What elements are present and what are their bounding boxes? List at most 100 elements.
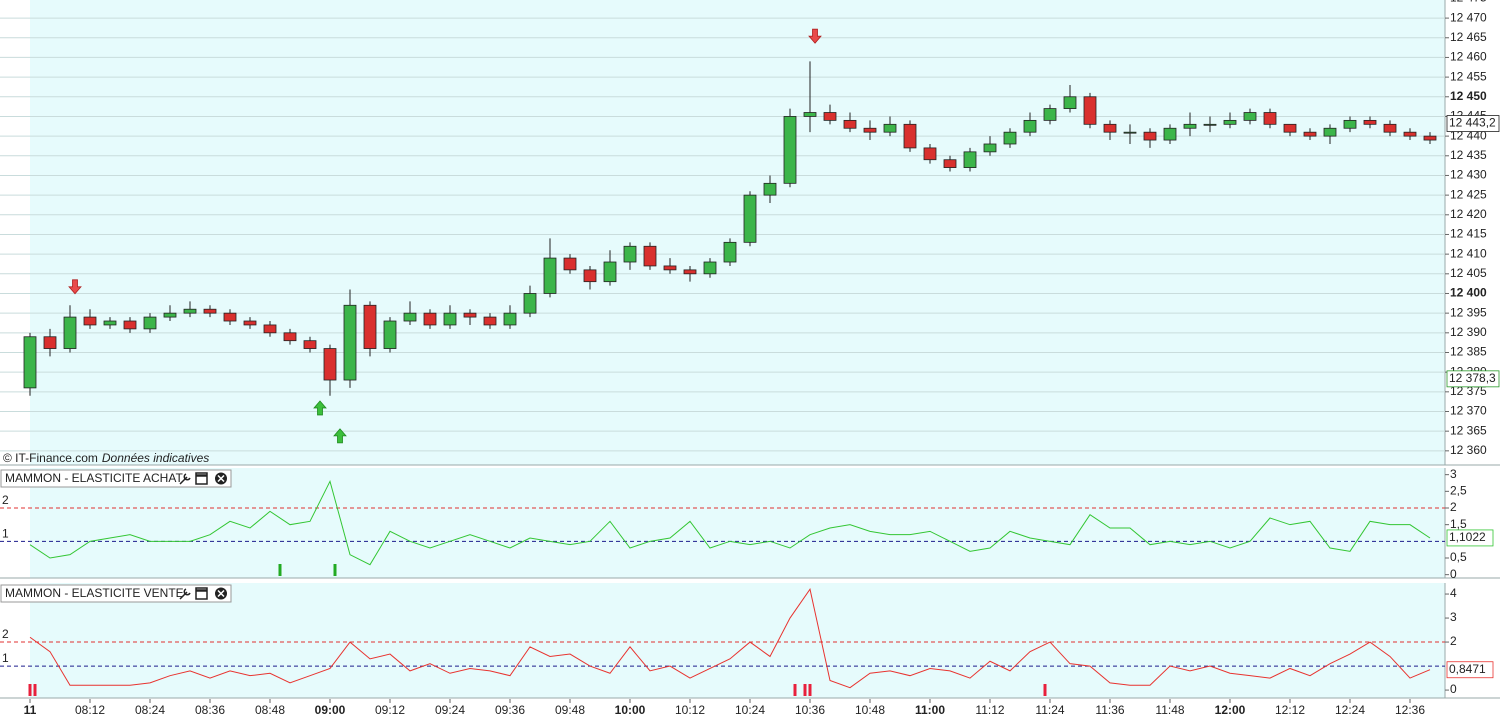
y-tick-label: 2: [1450, 634, 1457, 648]
candle-body: [283, 332, 297, 342]
reference-label: 2: [2, 493, 9, 507]
y-tick-label: 12 460: [1450, 50, 1487, 64]
candle-body: [943, 159, 957, 168]
candle-body: [1123, 131, 1137, 134]
close-icon-cross: [217, 589, 225, 598]
candle-body: [1203, 123, 1217, 126]
x-tick-label: 09:24: [435, 703, 465, 717]
x-tick-label: 11:36: [1095, 703, 1124, 717]
candle-body: [443, 312, 457, 326]
candle-body: [123, 320, 137, 330]
signal-arrow: [313, 400, 327, 416]
candle-body: [503, 312, 517, 326]
candle-body: [743, 194, 757, 243]
candle-body: [783, 116, 797, 184]
y-tick-label: 3: [1450, 610, 1457, 624]
panel-background: [30, 468, 1445, 578]
signal-arrow: [808, 28, 822, 44]
y-tick-label: 12 405: [1450, 266, 1487, 280]
y-tick-label: 12 465: [1450, 30, 1487, 44]
candle-body: [923, 147, 937, 161]
y-tick-label: 12 475: [1450, 0, 1487, 5]
value-tag: 0,8471: [1449, 662, 1486, 676]
candle-body: [1363, 119, 1377, 125]
indicator-line: [29, 588, 1431, 689]
candle-body: [403, 312, 417, 322]
y-tick-label: 12 370: [1450, 404, 1487, 418]
candle-body: [1263, 112, 1277, 125]
y-tick-label: 12 415: [1450, 227, 1487, 241]
indicator-title: MAMMON - ELASTICITE VENTE: [5, 586, 184, 600]
x-tick-label: 11:24: [1035, 703, 1064, 717]
candle-body: [63, 316, 77, 349]
candle-body: [823, 112, 837, 121]
window-icon[interactable]: [195, 587, 208, 600]
watermark-source: © IT-Finance.com: [3, 451, 98, 465]
y-tick-label: 12 365: [1450, 423, 1487, 437]
candle-body: [883, 123, 897, 133]
signal-bar: [278, 564, 282, 576]
candle-body: [563, 257, 577, 271]
y-tick-label: 12 455: [1450, 69, 1487, 83]
candle-body: [1143, 131, 1157, 141]
y-tick-label: 2,5: [1450, 484, 1467, 498]
candle-body: [1423, 135, 1437, 141]
signal-bar: [1043, 684, 1047, 696]
price-tag-box: [1446, 115, 1500, 132]
candle-body: [323, 348, 337, 381]
indicator-header: MAMMON - ELASTICITE ACHAT: [0, 469, 232, 488]
y-tick-label: 0,5: [1450, 550, 1467, 564]
candle-body: [523, 293, 537, 314]
candle-body: [983, 143, 997, 153]
signal-bar: [803, 684, 807, 696]
signal-bar: [793, 684, 797, 696]
candle-body: [483, 316, 497, 326]
price-tag: 12 378,3: [1449, 371, 1496, 385]
x-tick-label: 10:24: [735, 703, 765, 717]
candle-body: [683, 269, 697, 275]
signal-arrow: [68, 279, 82, 295]
x-tick-label: 11:12: [975, 703, 1004, 717]
candle-body: [103, 320, 117, 326]
candle-body: [1023, 119, 1037, 133]
y-tick-label: 12 425: [1450, 187, 1487, 201]
value-tag-box: [1446, 661, 1494, 679]
candle-body: [243, 320, 257, 326]
settings-icon[interactable]: [179, 473, 191, 485]
settings-icon[interactable]: [179, 588, 191, 600]
candle-body: [1343, 119, 1357, 129]
y-tick-label: 1,5: [1450, 517, 1467, 531]
candle-body: [703, 261, 717, 275]
x-tick-label: 11:48: [1155, 703, 1184, 717]
candle-body: [143, 316, 157, 330]
panel-background: [30, 583, 1445, 698]
y-tick-label: 12 410: [1450, 246, 1487, 260]
candle-body: [1403, 131, 1417, 137]
header-box: [0, 584, 232, 603]
watermark: © IT-Finance.com Données indicatives: [3, 451, 209, 465]
signal-bar: [28, 684, 32, 696]
candle-body: [223, 312, 237, 322]
window-icon[interactable]: [195, 472, 208, 485]
y-tick-label: 12 450: [1450, 89, 1487, 103]
candle-body: [83, 316, 97, 326]
y-tick-label: 0: [1450, 682, 1457, 696]
close-icon-cross: [217, 474, 225, 483]
candle-body: [1223, 119, 1237, 125]
y-tick-label: 12 360: [1450, 443, 1487, 457]
candle-body: [623, 245, 637, 263]
candle-body: [1283, 123, 1297, 133]
signal-bar: [808, 684, 812, 696]
x-tick-label: 08:36: [195, 703, 225, 717]
candle-body: [763, 182, 777, 196]
candle-body: [963, 151, 977, 168]
x-tick-label: 10:36: [795, 703, 825, 717]
candle-body: [1383, 123, 1397, 133]
candle-body: [863, 127, 877, 133]
candle-body: [723, 241, 737, 263]
x-tick-label: 09:48: [555, 703, 585, 717]
x-tick-label: 12:24: [1335, 703, 1365, 717]
watermark-note: Données indicatives: [102, 451, 209, 465]
candle-body: [463, 312, 477, 318]
